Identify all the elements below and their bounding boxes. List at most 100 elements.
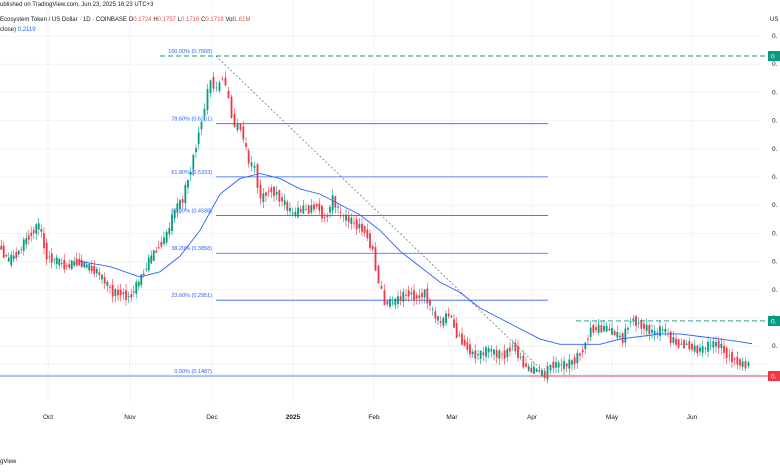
candle-body xyxy=(242,126,245,140)
candle-body xyxy=(535,368,538,372)
candle-body xyxy=(189,171,192,175)
candle-body xyxy=(55,257,58,265)
candle-body xyxy=(323,216,326,219)
candle-body xyxy=(30,232,33,236)
candle-body xyxy=(571,360,573,365)
price-axis-label: 0. xyxy=(772,146,778,153)
candle-body xyxy=(429,300,431,306)
candle-body xyxy=(250,162,253,167)
candle-body xyxy=(195,148,197,153)
fib-trend-line xyxy=(215,55,549,377)
candle-body xyxy=(270,187,273,193)
candle-body xyxy=(487,348,490,353)
candle-body xyxy=(265,192,267,196)
candle-body xyxy=(600,325,603,333)
candle-body xyxy=(525,363,527,367)
candle-body xyxy=(629,321,632,323)
candle-body xyxy=(321,205,323,219)
candle-body xyxy=(651,329,653,333)
candle-body xyxy=(685,343,688,345)
candle-body xyxy=(680,343,683,345)
candle-body xyxy=(0,245,3,250)
candle-body xyxy=(93,265,96,274)
candle-body xyxy=(60,263,63,264)
candle-body xyxy=(200,121,203,130)
candle-body xyxy=(58,258,61,266)
candle-body xyxy=(386,301,389,305)
close-value: 0.1718 xyxy=(205,17,224,23)
candle-body xyxy=(490,349,493,352)
candle-body xyxy=(218,82,221,92)
candle-body xyxy=(275,191,278,195)
fib-label: 38.20% (0.3858) xyxy=(171,246,212,252)
candle-body xyxy=(616,332,619,338)
candle-body xyxy=(350,217,353,224)
candle-body xyxy=(707,341,709,352)
candle-body xyxy=(688,340,691,350)
candle-body xyxy=(80,259,83,267)
candle-body xyxy=(552,361,555,369)
candle-body xyxy=(259,184,262,199)
candle-body xyxy=(739,359,741,366)
candle-body xyxy=(147,257,150,271)
candle-body xyxy=(273,186,275,197)
candle-body xyxy=(43,233,45,249)
candle-body xyxy=(371,245,374,250)
tradingview-logo: gView xyxy=(0,459,17,465)
candle-body xyxy=(675,338,677,345)
candle-body xyxy=(402,291,405,302)
candle-body xyxy=(63,259,66,270)
ma-label: close) xyxy=(0,27,17,33)
candle-body xyxy=(519,357,522,358)
candle-body xyxy=(725,347,728,359)
candle-body xyxy=(25,238,28,245)
candle-body xyxy=(672,337,675,343)
candle-body xyxy=(22,239,25,251)
candle-body xyxy=(281,197,283,202)
candle-body xyxy=(192,154,195,170)
candle-body xyxy=(45,242,48,260)
candle-body xyxy=(389,298,391,307)
candle-body xyxy=(165,231,168,243)
fib-label: 50.00% (0.4588) xyxy=(171,208,212,214)
candle-body xyxy=(278,190,281,202)
candle-body xyxy=(643,323,645,329)
candle-body xyxy=(407,290,410,297)
candle-body xyxy=(236,123,239,131)
candle-body xyxy=(421,292,423,298)
candle-body xyxy=(122,292,125,295)
fib-label: 23.60% (0.2951) xyxy=(171,293,212,299)
candle-body xyxy=(701,346,704,353)
price-badge-text: 0. xyxy=(771,318,777,325)
candle-body xyxy=(530,367,533,373)
candle-body xyxy=(37,223,40,230)
candle-body xyxy=(20,248,23,250)
candle-body xyxy=(12,255,15,260)
candle-body xyxy=(155,250,158,253)
candle-body xyxy=(152,250,155,261)
candle-body xyxy=(197,132,200,144)
candle-body xyxy=(73,261,76,266)
candle-body xyxy=(469,344,471,355)
candle-body xyxy=(696,345,699,354)
candle-body xyxy=(579,353,581,356)
candle-body xyxy=(227,90,230,99)
candle-body xyxy=(741,361,744,367)
fib-label: 100.00% (0.7668) xyxy=(168,49,212,55)
candle-body xyxy=(736,356,739,365)
candle-body xyxy=(731,352,733,363)
candle-body xyxy=(517,345,519,359)
candle-body xyxy=(434,311,437,319)
candle-body xyxy=(50,253,53,263)
candle-body xyxy=(549,364,552,371)
candle-body xyxy=(125,290,127,301)
candle-body xyxy=(48,256,51,258)
candle-body xyxy=(247,150,250,164)
candle-body xyxy=(485,347,487,357)
price-axis-label: 0. xyxy=(772,343,778,350)
candle-body xyxy=(305,209,307,211)
candle-body xyxy=(543,371,546,378)
candle-body xyxy=(239,123,242,130)
